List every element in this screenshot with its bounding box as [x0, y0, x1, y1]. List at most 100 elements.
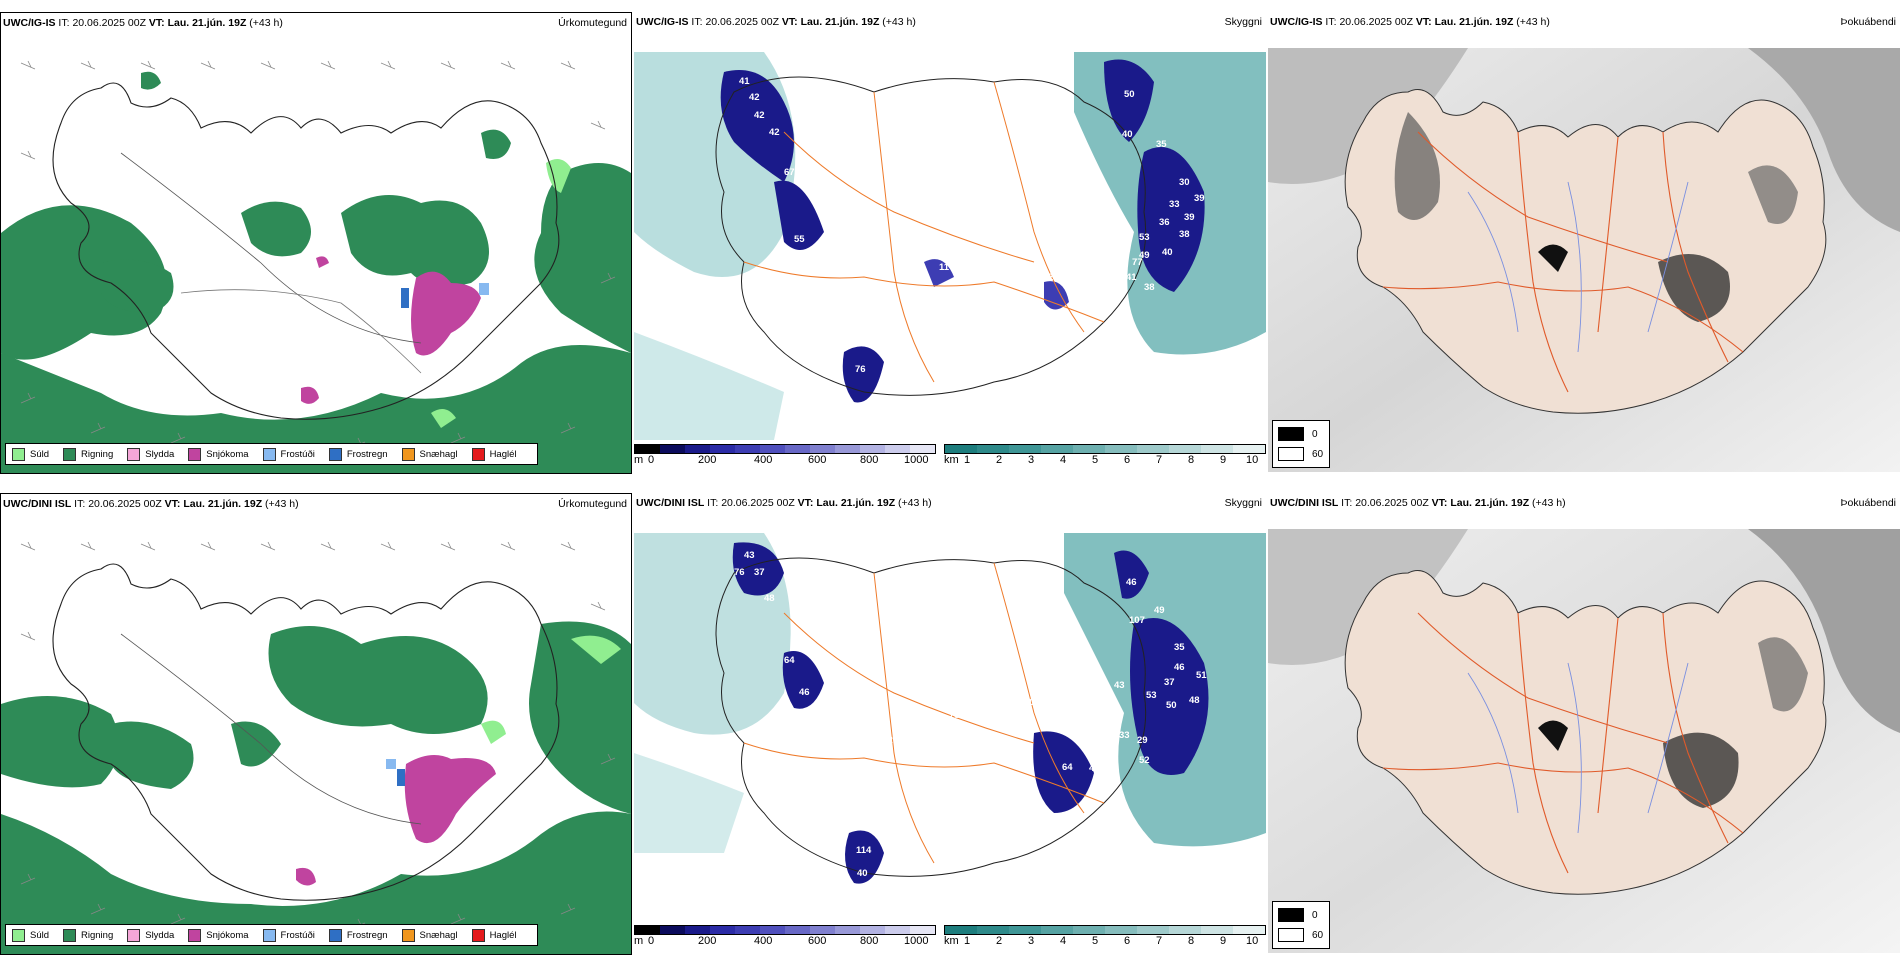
- legend-label: Snjókoma: [206, 448, 249, 460]
- vt-label: VT:: [148, 17, 165, 29]
- vt-value: Lau. 21.jún. 19Z: [183, 498, 263, 510]
- colorbar-meters-bar: [634, 444, 936, 454]
- fog-legend-row: 0: [1278, 908, 1318, 922]
- cloud-base-label: 53: [1146, 690, 1157, 701]
- colorbar-tick: 4: [1060, 935, 1067, 947]
- legend-item: Haglél: [471, 928, 517, 942]
- colorbar-tick: 7: [1156, 454, 1163, 466]
- colorbar-tick: 9: [1220, 935, 1227, 947]
- fog-panel-ig-is: UWC/IG-IS IT: 20.06.2025 00Z VT: Lau. 21…: [1268, 12, 1900, 474]
- cloud-base-label: 49: [1139, 250, 1150, 261]
- colorbar-tick: 10: [1246, 454, 1259, 466]
- fog-legend: 0 60: [1272, 420, 1330, 468]
- legend-swatch: [127, 928, 141, 942]
- colorbar-tick: 6: [1124, 935, 1131, 947]
- colorbar-tick: 5: [1092, 935, 1099, 947]
- legend-item: Frostúði: [262, 928, 315, 942]
- legend-swatch: [63, 928, 77, 942]
- legend-swatch: [262, 928, 276, 942]
- cloud-base-label: 70: [1049, 665, 1060, 676]
- cloud-base-label: 40: [1162, 247, 1173, 258]
- legend-item: Rigning: [63, 447, 114, 461]
- cloud-base-label: 43: [1114, 680, 1125, 691]
- legend-swatch: [401, 447, 415, 461]
- cloud-base-label: 105: [1064, 334, 1081, 345]
- legend-item: Frostregn: [328, 928, 388, 942]
- cloud-panel-ig-is: UWC/IG-IS IT: 20.06.2025 00Z VT: Lau. 21…: [634, 12, 1266, 474]
- fog-legend-swatch: [1278, 928, 1304, 942]
- legend-label: Slydda: [145, 929, 175, 941]
- cloud-base-label: 40: [1122, 129, 1133, 140]
- it-label: IT:: [691, 16, 703, 28]
- colorbar-unit: m: [634, 935, 644, 947]
- precip-legend: Súld Rigning Slydda Snjókoma Frostúði Fr…: [5, 443, 538, 465]
- legend-item: Snæhagl: [401, 928, 458, 942]
- cloud-base-label: 37: [1164, 677, 1175, 688]
- legend-label: Snæhagl: [419, 929, 458, 941]
- colorbar-tick: 0: [648, 935, 655, 947]
- cloud-base-label: 42: [749, 92, 760, 103]
- cloud-base-label: 11: [939, 262, 950, 273]
- cloud-base-label: 50: [1166, 700, 1177, 711]
- fog-legend-value: 60: [1312, 929, 1324, 941]
- fog-legend-value: 0: [1312, 428, 1318, 440]
- colorbar-tick: 2: [996, 454, 1003, 466]
- legend-swatch: [401, 928, 415, 942]
- cloud-base-label: 38: [1179, 229, 1190, 240]
- legend-swatch: [188, 928, 202, 942]
- cloud-base-label: 45: [1104, 700, 1115, 711]
- colorbar-meters-bar: [634, 925, 936, 935]
- model-name: UWC/DINI ISL: [3, 498, 72, 510]
- vt-label: VT:: [164, 498, 181, 510]
- colorbar-tick: 600: [808, 454, 827, 466]
- panel-header: UWC/IG-IS IT: 20.06.2025 00Z VT: Lau. 21…: [636, 14, 1262, 30]
- colorbar-km: km 1 2 3 4 5 6 7 8 9 10: [944, 925, 1266, 951]
- cloud-base-label: 64: [1062, 762, 1073, 773]
- precip-map: [1, 514, 631, 954]
- cloud-base-label: 46: [799, 687, 810, 698]
- cloud-base-label: 30: [1179, 177, 1190, 188]
- legend-swatch: [63, 447, 77, 461]
- panel-title: Úrkomutegund: [558, 498, 627, 510]
- lead-time: (+43 h): [249, 17, 283, 29]
- cloud-base-label: 43: [744, 550, 755, 561]
- cloud-base-label: 42: [754, 110, 765, 121]
- colorbar-tick: 7: [1156, 935, 1163, 947]
- fog-legend-swatch: [1278, 447, 1304, 461]
- panel-header: UWC/DINI ISL IT: 20.06.2025 00Z VT: Lau.…: [3, 496, 627, 512]
- cloud-base-label: 52: [1139, 755, 1150, 766]
- panel-header: UWC/DINI ISL IT: 20.06.2025 00Z VT: Lau.…: [1270, 495, 1896, 511]
- legend-label: Frostregn: [346, 929, 388, 941]
- vt-value: Lau. 21.jún. 19Z: [816, 497, 896, 509]
- legend-label: Haglél: [489, 448, 517, 460]
- colorbar-unit: m: [634, 454, 644, 466]
- colorbar-meters: m 0 200 400 600 800 1000: [634, 444, 936, 470]
- panel-header: UWC/IG-IS IT: 20.06.2025 00Z VT: Lau. 21…: [3, 15, 627, 31]
- legend-item: Súld: [12, 928, 49, 942]
- colorbar-tick: 0: [648, 454, 655, 466]
- fog-legend-value: 0: [1312, 909, 1318, 921]
- legend-label: Súld: [30, 448, 50, 460]
- colorbar-unit: km: [944, 935, 959, 947]
- legend-item: Snæhagl: [401, 447, 458, 461]
- fog-legend-row: 60: [1278, 447, 1323, 461]
- cloud-base-label: 33: [1169, 199, 1180, 210]
- colorbar-tick: 9: [1220, 454, 1227, 466]
- vt-value: Lau. 21.jún. 19Z: [1434, 16, 1514, 28]
- it-value: 20.06.2025 00Z: [88, 498, 162, 510]
- panel-header: UWC/IG-IS IT: 20.06.2025 00Z VT: Lau. 21…: [1270, 14, 1896, 30]
- legend-swatch: [328, 928, 342, 942]
- legend-swatch: [188, 447, 202, 461]
- cloud-base-label: 48: [764, 593, 775, 604]
- fog-legend-value: 60: [1312, 448, 1324, 460]
- fog-panel-dini: UWC/DINI ISL IT: 20.06.2025 00Z VT: Lau.…: [1268, 493, 1900, 955]
- legend-label: Rigning: [81, 448, 114, 460]
- cloud-panel-dini: UWC/DINI ISL IT: 20.06.2025 00Z VT: Lau.…: [634, 493, 1266, 955]
- cloud-base-label: 10: [1018, 274, 1029, 285]
- cloud-base-label: 282: [774, 791, 790, 802]
- legend-label: Rigning: [81, 929, 114, 941]
- it-value: 20.06.2025 00Z: [1339, 16, 1413, 28]
- model-name: UWC/DINI ISL: [1270, 497, 1339, 509]
- cloud-base-label: 102: [877, 735, 893, 746]
- cloud-base-label: 41: [739, 76, 750, 87]
